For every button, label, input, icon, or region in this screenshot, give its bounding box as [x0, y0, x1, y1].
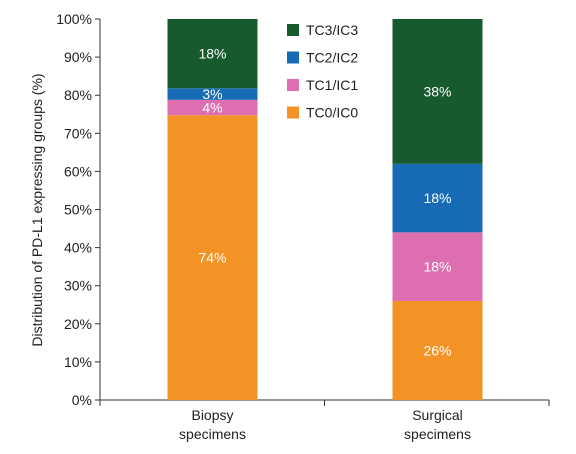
legend-swatch-tc1-ic1: [287, 79, 299, 91]
bar-segment-tc3-ic3: [392, 19, 483, 164]
bar-segment-tc1-ic1: [167, 99, 258, 116]
legend-label-tc3-ic3: TC3/IC3: [306, 22, 358, 38]
y-tick-label: 60%: [64, 163, 92, 179]
x-tick-label: Biopsy specimens: [179, 407, 246, 442]
y-tick-label: 50%: [64, 202, 92, 218]
y-tick-label: 0%: [72, 392, 92, 408]
data-label-tc2-ic2: 3%: [202, 86, 222, 102]
data-label-tc1-ic1: 4%: [202, 100, 222, 116]
legend-label-tc2-ic2: TC2/IC2: [306, 50, 358, 66]
data-label-tc0-ic0: 26%: [423, 342, 451, 358]
y-tick-label: 100%: [56, 11, 92, 27]
legend: TC3/IC3 TC2/IC2 TC1/IC1 TC0/IC0: [287, 22, 358, 121]
bar-segment-tc2-ic2: [392, 163, 483, 233]
data-label-tc3-ic3: 38%: [423, 83, 451, 99]
legend-swatch-tc0-ic0: [287, 106, 299, 119]
legend-label-tc0-ic0: TC0/IC0: [306, 105, 358, 121]
legend-label-tc1-ic1: TC1/IC1: [306, 77, 358, 93]
bar-segment-tc2-ic2: [167, 88, 258, 100]
y-tick-label: 90%: [64, 49, 92, 65]
y-tick-label: 80%: [64, 87, 92, 103]
data-label-tc2-ic2: 18%: [423, 190, 451, 206]
y-tick-label: 30%: [64, 278, 92, 294]
bar-segment-tc1-ic1: [392, 232, 483, 301]
legend-swatch-tc2-ic2: [287, 51, 299, 64]
data-labels: 74% 4%3% 18% 26% 18% 18% 38%: [198, 46, 451, 359]
bars: [167, 19, 483, 400]
bar-segment-tc0-ic0: [392, 300, 483, 400]
legend-swatch-tc3-ic3: [287, 24, 299, 36]
x-tick-label: Surgical specimens: [404, 407, 471, 442]
data-label-tc0-ic0: 74%: [198, 250, 226, 266]
y-tick-label: 40%: [64, 240, 92, 256]
data-label-tc1-ic1: 18%: [423, 259, 451, 275]
y-axis-label: Distribution of PD-L1 expressing groups …: [29, 73, 45, 346]
bar-segment-tc0-ic0: [167, 115, 258, 400]
x-axis: Biopsy specimens Surgical specimens: [99, 399, 550, 442]
bar-segment-tc3-ic3: [167, 19, 258, 89]
y-tick-label: 20%: [64, 316, 92, 332]
y-axis: 0% 10% 20% 30% 40% 50% 60% 70% 80% 90% 100%: [56, 11, 101, 408]
data-label-tc3-ic3: 18%: [198, 46, 226, 62]
y-tick-label: 70%: [64, 125, 92, 141]
y-tick-label: 10%: [64, 354, 92, 370]
